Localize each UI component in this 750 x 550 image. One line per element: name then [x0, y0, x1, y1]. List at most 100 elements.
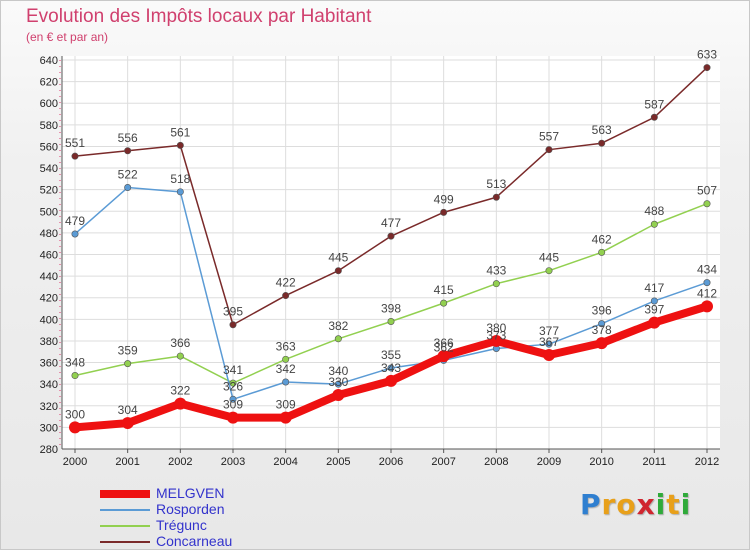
data-point-trégunc: [176, 352, 184, 360]
y-tick-label: 640: [40, 55, 58, 67]
data-point-trégunc: [492, 280, 500, 288]
data-label-trégunc: 445: [539, 251, 559, 265]
data-point-rosporden: [387, 364, 395, 372]
legend-label: MELGVEN: [156, 485, 225, 501]
data-label-trégunc: 398: [381, 301, 401, 315]
data-point-melgven: [648, 316, 661, 329]
data-point-trégunc: [124, 360, 132, 368]
data-label-trégunc: 366: [170, 336, 190, 350]
data-point-trégunc: [598, 248, 606, 256]
y-tick-label: 380: [40, 336, 58, 348]
data-point-melgven: [279, 411, 292, 424]
data-label-melgven: 322: [170, 384, 190, 398]
data-point-concarneau: [440, 208, 448, 216]
data-point-melgven: [227, 411, 239, 424]
logo-letter: i: [655, 488, 667, 521]
y-tick-label: 300: [40, 422, 58, 434]
data-point-concarneau: [703, 64, 711, 72]
y-tick-label: 480: [40, 228, 58, 240]
data-point-melgven: [332, 388, 345, 401]
legend-label: Concarneau: [156, 533, 233, 549]
legend-label: Trégunc: [156, 517, 207, 533]
logo-letter: o: [616, 488, 637, 521]
y-tick-label: 500: [40, 206, 58, 218]
data-point-melgven: [69, 421, 81, 434]
data-label-trégunc: 433: [486, 264, 506, 278]
data-label-rosporden: 340: [328, 364, 348, 378]
data-label-melgven: 304: [118, 403, 138, 417]
chart-subtitle: (en € et par an): [26, 30, 109, 44]
data-point-rosporden: [650, 297, 658, 305]
data-label-concarneau: 556: [118, 131, 138, 145]
data-point-concarneau: [334, 267, 342, 275]
data-point-melgven: [543, 348, 555, 361]
data-label-trégunc: 348: [65, 356, 85, 370]
data-label-rosporden: 362: [434, 340, 454, 354]
y-tick-label: 540: [40, 163, 58, 175]
data-point-trégunc: [545, 267, 553, 275]
data-point-melgven: [701, 300, 713, 313]
data-point-rosporden: [598, 320, 606, 328]
x-tick-label: 2011: [643, 456, 667, 468]
x-tick-label: 2004: [273, 456, 297, 468]
x-tick-label: 2000: [63, 456, 87, 468]
data-label-concarneau: 633: [697, 48, 717, 62]
data-point-concarneau: [545, 146, 553, 154]
y-tick-label: 520: [40, 185, 58, 197]
data-point-trégunc: [387, 317, 395, 325]
data-label-rosporden: 434: [697, 263, 717, 277]
y-tick-label: 400: [40, 314, 58, 326]
logo-letter: P: [580, 488, 602, 521]
legend-label: Rosporden: [156, 501, 225, 517]
chart-title: Evolution des Impôts locaux par Habitant: [26, 6, 372, 27]
data-point-trégunc: [229, 379, 237, 387]
data-point-trégunc: [440, 299, 448, 307]
data-label-melgven: 378: [592, 323, 612, 337]
data-point-rosporden: [334, 380, 342, 388]
legend-swatch: [100, 541, 150, 543]
data-label-rosporden: 396: [592, 304, 612, 318]
data-label-melgven: 367: [539, 335, 559, 349]
data-point-trégunc: [71, 372, 79, 380]
data-point-concarneau: [124, 147, 132, 155]
data-label-rosporden: 518: [170, 172, 190, 186]
data-point-concarneau: [229, 321, 237, 329]
legend-swatch: [100, 490, 150, 498]
x-tick-label: 2010: [589, 456, 613, 468]
data-point-melgven: [174, 397, 187, 410]
data-label-rosporden: 377: [539, 324, 559, 338]
data-label-melgven: 412: [697, 286, 717, 300]
data-label-melgven: 309: [276, 398, 296, 412]
data-point-concarneau: [650, 113, 658, 121]
y-tick-label: 440: [40, 271, 58, 283]
data-label-concarneau: 557: [539, 130, 559, 144]
x-tick-label: 2008: [484, 456, 508, 468]
data-label-rosporden: 522: [118, 168, 138, 182]
data-label-rosporden: 417: [644, 281, 664, 295]
data-point-rosporden: [124, 184, 132, 192]
data-point-concarneau: [71, 152, 79, 160]
data-label-concarneau: 551: [65, 136, 85, 150]
data-label-concarneau: 477: [381, 216, 401, 230]
y-tick-label: 560: [40, 141, 58, 153]
data-label-melgven: 366: [434, 336, 454, 350]
data-point-concarneau: [282, 292, 290, 300]
data-point-melgven: [121, 417, 134, 430]
legend-swatch: [100, 509, 150, 511]
data-point-concarneau: [387, 232, 395, 240]
data-label-rosporden: 326: [223, 379, 243, 393]
data-label-concarneau: 587: [644, 97, 664, 111]
data-point-melgven: [595, 337, 608, 350]
data-label-concarneau: 445: [328, 251, 348, 265]
data-point-rosporden: [71, 230, 79, 238]
data-label-trégunc: 415: [434, 283, 454, 297]
logo-letter: r: [601, 488, 617, 521]
data-label-melgven: 380: [486, 321, 506, 335]
logo-letter: i: [680, 488, 692, 521]
data-label-rosporden: 355: [381, 348, 401, 362]
x-tick-label: 2009: [537, 456, 561, 468]
legend-swatch: [100, 525, 150, 527]
y-tick-label: 420: [40, 293, 58, 305]
data-point-rosporden: [229, 395, 237, 403]
x-tick-label: 2005: [326, 456, 350, 468]
